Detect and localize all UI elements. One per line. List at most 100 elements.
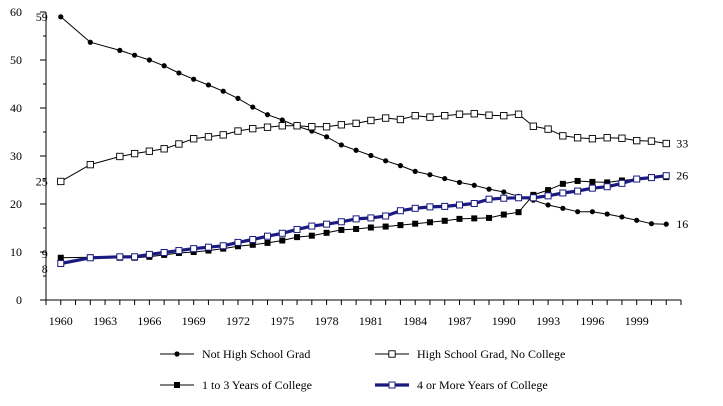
x-tick-label: 1963: [93, 314, 117, 328]
data-point: [411, 204, 419, 212]
data-point: [455, 201, 463, 209]
x-tick-label: 1969: [182, 314, 206, 328]
legend-swatch-marker: [388, 381, 396, 389]
data-point: [603, 183, 611, 191]
legend-swatch-marker: [388, 350, 396, 358]
data-point: [176, 70, 182, 76]
data-point: [485, 195, 493, 203]
data-point: [175, 247, 183, 255]
y-tick-label: 40: [10, 101, 22, 115]
data-point: [338, 142, 344, 148]
start-value-label: 59: [36, 10, 48, 24]
data-point: [382, 223, 389, 230]
data-point: [145, 250, 153, 258]
data-point: [662, 172, 670, 180]
data-point: [647, 174, 655, 182]
data-point: [116, 152, 124, 161]
legend-label: 1 to 3 Years of College: [202, 378, 312, 392]
data-point: [367, 214, 375, 222]
data-point: [470, 110, 478, 118]
data-point: [367, 224, 374, 231]
data-point: [618, 134, 626, 142]
x-tick-label: 1999: [625, 314, 649, 328]
data-point: [455, 110, 464, 118]
data-point: [234, 238, 242, 246]
data-point: [219, 242, 227, 250]
data-point: [117, 47, 123, 54]
data-point: [146, 57, 152, 63]
data-point: [279, 237, 286, 244]
data-point: [293, 225, 301, 233]
data-point: [264, 112, 271, 118]
data-point: [337, 121, 345, 129]
data-point: [279, 117, 285, 123]
legend-item: High School Grad, No College: [375, 347, 565, 361]
end-label: 33: [676, 137, 688, 151]
series-high-school-grad-no-college: 33: [57, 110, 688, 186]
data-point: [501, 189, 507, 195]
end-label: 16: [676, 217, 688, 231]
x-tick-label: 1981: [359, 314, 383, 328]
data-point: [412, 220, 419, 227]
x-tick-label: 1972: [226, 314, 250, 328]
data-point: [471, 182, 477, 188]
data-point: [619, 214, 625, 220]
data-point: [663, 221, 669, 227]
data-point: [293, 122, 301, 130]
data-point: [235, 95, 241, 101]
data-point: [308, 222, 316, 230]
data-point: [219, 131, 227, 139]
data-point: [604, 179, 611, 186]
data-point: [234, 127, 242, 135]
legend-label: Not High School Grad: [202, 347, 310, 361]
data-point: [368, 152, 374, 159]
data-point: [545, 202, 551, 208]
data-point: [486, 214, 493, 221]
data-point: [603, 134, 611, 142]
data-point: [426, 113, 434, 121]
data-point: [588, 135, 597, 143]
data-point: [87, 39, 93, 45]
data-point: [573, 134, 582, 142]
data-point: [58, 14, 64, 20]
data-point: [515, 194, 523, 202]
data-point: [500, 211, 507, 218]
data-point: [160, 145, 168, 153]
data-point: [485, 111, 493, 119]
start-value-label: 9: [42, 247, 48, 261]
data-point: [220, 88, 226, 94]
data-point: [323, 220, 331, 228]
data-point: [190, 135, 198, 143]
series-line: [60, 16, 667, 225]
data-point: [411, 112, 419, 120]
data-point: [337, 218, 345, 226]
data-point: [426, 203, 434, 211]
data-point: [308, 123, 316, 131]
data-point: [131, 253, 139, 261]
data-point: [130, 149, 139, 158]
data-point: [191, 76, 197, 82]
data-point: [559, 132, 567, 140]
data-point: [397, 163, 404, 169]
x-tick-label: 1993: [536, 314, 560, 328]
data-point: [426, 219, 433, 226]
data-point: [264, 232, 272, 240]
x-tick-label: 1996: [580, 314, 604, 328]
data-point: [249, 241, 256, 248]
data-point: [205, 82, 212, 88]
legend-item: 4 or More Years of College: [375, 378, 548, 392]
y-tick-label: 30: [10, 149, 22, 163]
y-tick-label: 20: [10, 197, 22, 211]
data-point: [396, 115, 405, 124]
legend-item: Not High School Grad: [160, 347, 310, 361]
data-point: [589, 209, 595, 215]
data-point: [190, 245, 198, 253]
data-point: [574, 177, 581, 184]
data-point: [442, 175, 448, 182]
data-point: [559, 189, 567, 197]
data-point: [441, 112, 449, 120]
start-value-label: 8: [42, 262, 48, 276]
y-tick-label: 0: [16, 293, 22, 307]
data-point: [278, 122, 286, 130]
